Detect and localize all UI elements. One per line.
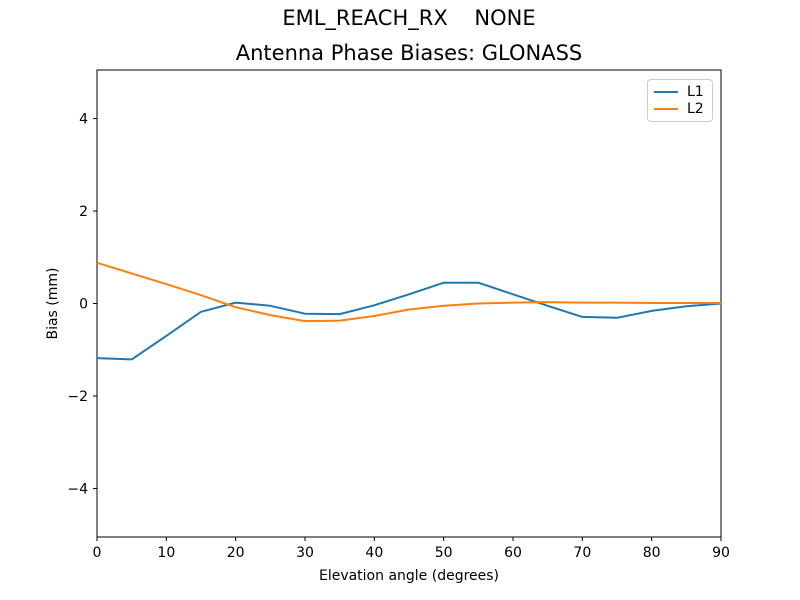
svg-text:0: 0: [93, 545, 102, 561]
legend-item-l2: L2: [654, 102, 706, 116]
svg-text:70: 70: [573, 545, 591, 561]
legend-label-l1: L1: [687, 84, 704, 100]
svg-text:10: 10: [157, 545, 175, 561]
svg-text:2: 2: [79, 204, 88, 220]
l1-line-swatch: [654, 91, 678, 93]
svg-text:Elevation angle (degrees): Elevation angle (degrees): [319, 568, 499, 584]
svg-text:40: 40: [365, 545, 383, 561]
svg-text:30: 30: [296, 545, 314, 561]
svg-text:4: 4: [79, 112, 88, 128]
figure-suptitle: EML_REACH_RX NONE: [282, 6, 536, 30]
svg-text:60: 60: [504, 545, 522, 561]
l2-line-swatch: [654, 108, 678, 110]
legend-label-l2: L2: [687, 101, 704, 117]
svg-text:50: 50: [435, 545, 453, 561]
svg-text:−2: −2: [67, 389, 88, 405]
svg-text:20: 20: [227, 545, 245, 561]
legend-item-l1: L1: [654, 85, 706, 99]
svg-text:Bias (mm): Bias (mm): [45, 267, 61, 339]
chart-title: Antenna Phase Biases: GLONASS: [235, 41, 583, 65]
svg-text:80: 80: [643, 545, 661, 561]
legend: L1 L2: [647, 79, 713, 122]
svg-text:−4: −4: [67, 481, 88, 497]
svg-text:90: 90: [712, 545, 730, 561]
svg-text:0: 0: [79, 297, 88, 313]
